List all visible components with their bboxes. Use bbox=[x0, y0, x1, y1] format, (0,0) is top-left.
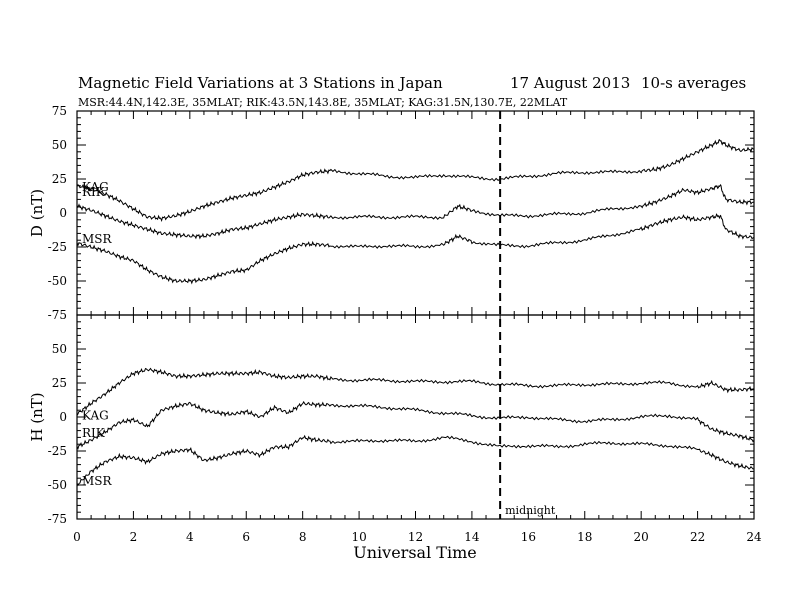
y-tick-label: 0 bbox=[59, 206, 67, 220]
panel-h-frame bbox=[76, 314, 755, 520]
x-tick-label: 4 bbox=[186, 530, 194, 544]
x-tick-label: 0 bbox=[73, 530, 81, 544]
panel-d-ylabel: D (nT) bbox=[28, 189, 46, 237]
y-tick-label: 50 bbox=[52, 342, 67, 356]
y-tick-label: -50 bbox=[48, 478, 67, 492]
x-tick-label: 2 bbox=[130, 530, 138, 544]
panel-h-series: KAG RIK MSR bbox=[76, 367, 755, 488]
panel-d-y-ticks: 75 50 25 0 -25 -50 -75 bbox=[48, 104, 754, 322]
series-label-rik: RIK bbox=[82, 426, 106, 440]
series-line-msr bbox=[76, 213, 755, 285]
y-tick-label: 50 bbox=[52, 138, 67, 152]
x-tick-label: 14 bbox=[464, 530, 480, 544]
series-line-rik bbox=[76, 184, 755, 240]
panel-h: 50 25 0 -25 -50 -75 KAG RIK MSR H (nT) bbox=[28, 314, 755, 526]
series-line-rik bbox=[76, 400, 755, 450]
chart-date: 17 August 2013 bbox=[510, 74, 630, 92]
x-axis-label: Universal Time bbox=[353, 543, 476, 562]
y-tick-label: -25 bbox=[48, 240, 67, 254]
series-label-msr: MSR bbox=[82, 474, 113, 488]
y-tick-label: -75 bbox=[48, 308, 67, 322]
midnight-label: midnight bbox=[505, 504, 556, 517]
x-tick-label: 16 bbox=[521, 530, 536, 544]
x-tick-label: 6 bbox=[242, 530, 250, 544]
panel-h-ylabel: H (nT) bbox=[28, 392, 46, 441]
x-tick-label: 18 bbox=[577, 530, 592, 544]
chart-subtitle: MSR:44.4N,142.3E, 35MLAT; RIK:43.5N,143.… bbox=[78, 96, 568, 109]
x-tick-label: 20 bbox=[634, 530, 649, 544]
chart-averaging: 10-s averages bbox=[641, 74, 746, 92]
series-line-kag bbox=[76, 367, 755, 416]
series-label-rik: RIK bbox=[82, 185, 106, 199]
x-tick-label: 10 bbox=[351, 530, 366, 544]
y-tick-label: 75 bbox=[52, 104, 67, 118]
series-label-kag: KAG bbox=[82, 408, 109, 422]
panel-d-frame bbox=[76, 110, 755, 316]
series-label-msr: MSR bbox=[82, 232, 113, 246]
x-tick-label: 22 bbox=[690, 530, 705, 544]
x-axis-ticks: 0 2 4 6 8 10 12 14 16 18 20 22 24 bbox=[73, 111, 762, 544]
chart-title: Magnetic Field Variations at 3 Stations … bbox=[78, 74, 443, 92]
y-tick-label: -50 bbox=[48, 274, 67, 288]
series-line-kag bbox=[76, 138, 755, 222]
series-label-kag: KAG bbox=[82, 180, 109, 194]
x-tick-label: 8 bbox=[299, 530, 307, 544]
y-tick-label: -25 bbox=[48, 444, 67, 458]
x-tick-label: 12 bbox=[408, 530, 423, 544]
series-line-msr bbox=[76, 434, 755, 487]
y-tick-label: 25 bbox=[52, 172, 67, 186]
y-tick-label: 25 bbox=[52, 376, 67, 390]
y-tick-label: 0 bbox=[59, 410, 67, 424]
x-tick-label: 24 bbox=[746, 530, 762, 544]
y-tick-label: -75 bbox=[48, 512, 67, 526]
